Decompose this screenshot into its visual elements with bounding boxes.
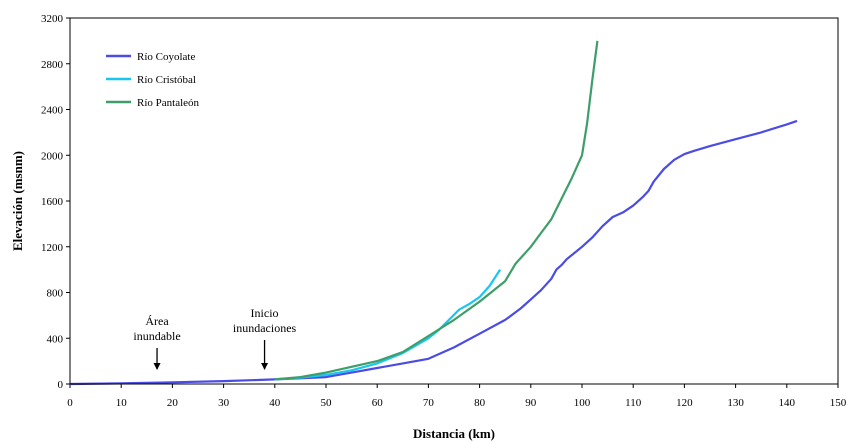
y-tick-label: 800: [47, 288, 64, 300]
x-tick-label: 70: [423, 397, 435, 409]
y-axis-ticks: 0 400 800 1200 1600 2000 2400 2800 3200: [41, 13, 70, 391]
legend: Río Coyolate Río Cristóbal Río Pantaleón: [106, 51, 200, 109]
y-tick-label: 1600: [41, 196, 64, 208]
x-tick-label: 120: [676, 397, 693, 409]
legend-label: Río Pantaleón: [137, 97, 200, 109]
y-tick-label: 400: [47, 333, 64, 345]
x-tick-label: 130: [727, 397, 744, 409]
x-tick-label: 10: [116, 397, 128, 409]
annotation-arrow-head: [153, 363, 161, 370]
x-tick-label: 110: [625, 397, 642, 409]
annotation-label: Área: [145, 314, 169, 328]
legend-label: Río Coyolate: [137, 51, 195, 63]
y-tick-label: 2000: [41, 150, 64, 162]
x-tick-label: 20: [167, 397, 179, 409]
series-line-1: [274, 269, 502, 381]
annotation-label: inundable: [133, 329, 180, 343]
y-tick-label: 3200: [41, 13, 64, 25]
annotation-label: Inicio: [251, 306, 279, 320]
y-tick-label: 2400: [41, 105, 64, 117]
x-tick-label: 0: [67, 397, 73, 409]
y-tick-label: 0: [58, 379, 64, 391]
x-tick-label: 150: [830, 397, 847, 409]
annotation-arrow-head: [261, 363, 269, 370]
series-line-2: [274, 40, 599, 381]
x-tick-label: 100: [574, 397, 591, 409]
x-axis-ticks: 0 10 20 30 40 50 60 70 80 90 100 110 120 130 140 150: [67, 384, 847, 409]
x-tick-label: 140: [779, 397, 796, 409]
y-tick-label: 1200: [41, 242, 64, 254]
series-line-0: [69, 119, 798, 386]
plot-area-frame: [69, 17, 839, 385]
x-tick-label: 90: [525, 397, 537, 409]
legend-label: Río Cristóbal: [137, 74, 196, 86]
series-layer: [69, 40, 798, 386]
y-axis-title: Elevación (msnm): [10, 151, 25, 251]
x-tick-label: 30: [218, 397, 230, 409]
x-tick-label: 50: [321, 397, 333, 409]
x-tick-label: 60: [372, 397, 384, 409]
x-tick-label: 40: [269, 397, 281, 409]
x-axis-title: Distancia (km): [413, 426, 495, 441]
x-tick-label: 80: [474, 397, 486, 409]
annotation-label: inundaciones: [233, 321, 297, 335]
y-tick-label: 2800: [41, 59, 64, 71]
